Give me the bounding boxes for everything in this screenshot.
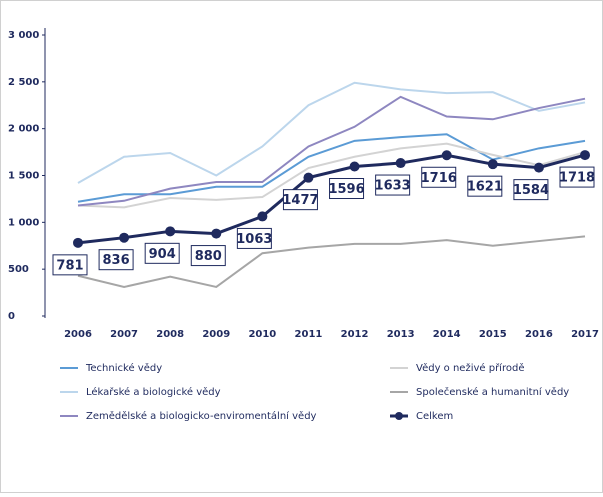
point: [303, 172, 314, 183]
point: [580, 150, 590, 161]
value-label-box: [559, 166, 595, 188]
value-label: 836: [103, 253, 130, 268]
legend-label: Lékařské a biologické vědy: [86, 386, 221, 398]
point: [441, 150, 452, 161]
y-tick-label: 3 000: [8, 30, 39, 41]
x-tick-label: 2014: [433, 329, 461, 340]
value-label: 880: [195, 249, 222, 264]
x-tick-label: 2016: [525, 329, 553, 340]
value-label: 1718: [559, 171, 595, 186]
value-label: 1596: [328, 182, 364, 197]
legend-label: Vědy o neživé přírodě: [416, 362, 524, 374]
value-label-box: [52, 254, 88, 276]
x-tick-label: 2007: [110, 329, 138, 340]
x-tick-label: 2013: [387, 329, 415, 340]
legend-label: Celkem: [416, 411, 453, 422]
legend-label: Zemědělské a biologicko-enviromentální v…: [86, 410, 317, 422]
point: [487, 159, 498, 170]
series-line: [77, 235, 586, 289]
point: [165, 226, 176, 237]
value-label-box: [190, 245, 226, 267]
value-label: 1477: [282, 193, 318, 208]
series-line: [77, 95, 586, 207]
value-label: 904: [149, 247, 176, 262]
x-tick-label: 2015: [479, 329, 507, 340]
value-label-box: [282, 189, 318, 211]
value-label: 1621: [467, 180, 503, 195]
point: [395, 158, 406, 169]
x-tick-label: 2006: [64, 329, 92, 340]
x-tick-label: 2010: [248, 329, 276, 340]
legend-marker: [395, 412, 403, 420]
y-tick-label: 0: [8, 311, 15, 322]
x-tick-label: 2011: [295, 329, 323, 340]
value-label-box: [375, 174, 411, 196]
value-label: 1633: [375, 179, 411, 194]
x-tick-label: 2012: [341, 329, 369, 340]
series-line: [77, 133, 586, 203]
value-label-box: [421, 166, 457, 188]
point: [119, 232, 130, 243]
value-label-box: [236, 227, 272, 249]
series-line: [77, 153, 586, 245]
legend-label: Technické vědy: [85, 362, 162, 374]
value-label-box: [144, 242, 180, 264]
point: [211, 228, 222, 239]
value-label: 781: [56, 258, 83, 273]
value-label: 1716: [421, 171, 457, 186]
y-tick-label: 1 500: [8, 171, 39, 182]
point: [533, 162, 544, 173]
value-label-box: [329, 178, 365, 200]
point: [73, 237, 83, 248]
y-tick-label: 2 000: [8, 124, 39, 135]
y-tick-label: 1 000: [8, 217, 39, 228]
legend-label: Společenské a humanitní vědy: [416, 386, 569, 398]
value-label-box: [98, 249, 134, 271]
series-line: [77, 142, 586, 209]
value-label-box: [467, 175, 503, 197]
y-tick-label: 2 500: [8, 77, 39, 88]
x-tick-label: 2017: [571, 329, 599, 340]
x-tick-label: 2009: [202, 329, 230, 340]
point: [349, 161, 360, 172]
value-label-box: [513, 179, 549, 201]
x-tick-label: 2008: [156, 329, 184, 340]
y-tick-label: 500: [8, 264, 29, 275]
value-label: 1063: [236, 232, 272, 247]
value-label: 1584: [513, 183, 549, 198]
series-line: [77, 81, 586, 184]
point: [257, 211, 268, 222]
